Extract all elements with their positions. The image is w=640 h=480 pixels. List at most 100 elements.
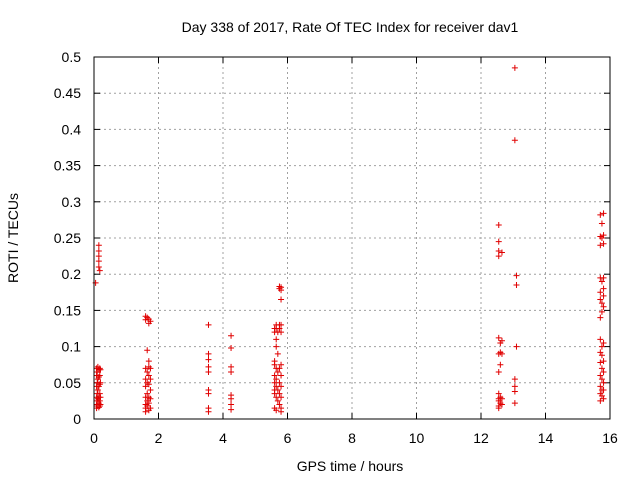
grid-lines: [94, 57, 610, 419]
data-point-marker: [97, 366, 104, 373]
data-point-marker: [271, 361, 278, 368]
data-point-marker: [205, 356, 212, 363]
y-tick-label: 0: [73, 411, 81, 427]
data-point-marker: [498, 337, 505, 344]
data-point-marker: [96, 267, 103, 274]
data-point-marker: [495, 368, 502, 375]
data-point-marker: [147, 318, 154, 325]
x-tick-label: 2: [155, 430, 163, 446]
y-tick-label: 0.3: [62, 194, 82, 210]
data-point-marker: [205, 363, 212, 370]
y-tick-label: 0.2: [62, 266, 82, 282]
data-point-marker: [598, 220, 605, 227]
data-point-marker: [205, 368, 212, 375]
data-point-marker: [600, 303, 607, 310]
data-point-marker: [513, 343, 520, 350]
data-point-marker: [597, 289, 604, 296]
data-point-marker: [205, 321, 212, 328]
data-point-marker: [145, 372, 152, 379]
data-point-marker: [600, 379, 607, 386]
y-tick-label: 0.15: [54, 302, 81, 318]
data-point-marker: [205, 390, 212, 397]
y-tick-label: 0.5: [62, 49, 82, 65]
data-point-marker: [271, 372, 278, 379]
data-point-marker: [278, 394, 285, 401]
data-point-marker: [498, 249, 505, 256]
data-point-marker: [598, 343, 605, 350]
data-point-marker: [598, 365, 605, 372]
y-tick-label: 0.25: [54, 230, 81, 246]
data-point-marker: [96, 390, 103, 397]
data-point-marker: [276, 390, 283, 397]
data-point-marker: [228, 332, 235, 339]
data-point-marker: [498, 395, 505, 402]
data-point-marker: [511, 400, 518, 407]
x-tick-label: 10: [409, 430, 425, 446]
data-point-marker: [278, 383, 285, 390]
data-point-marker: [511, 383, 518, 390]
data-point-marker: [600, 358, 607, 365]
data-point-marker: [495, 221, 502, 228]
y-tick-labels: 0 0.05 0.1 0.15 0.2 0.25 0.3 0.35 0.4 0.45 0.5: [54, 49, 81, 427]
data-point-marker: [147, 405, 154, 412]
data-point-marker: [495, 334, 502, 341]
data-point-marker: [597, 336, 604, 343]
data-point-marker: [278, 296, 285, 303]
data-point-marker: [597, 372, 604, 379]
data-point-marker: [228, 368, 235, 375]
data-point-marker: [96, 381, 103, 388]
data-point-marker: [495, 405, 502, 412]
data-point-marker: [597, 296, 604, 303]
data-point-marker: [97, 401, 104, 408]
y-tick-label: 0.45: [54, 85, 81, 101]
data-point-marker: [511, 388, 518, 395]
data-point-marker: [600, 368, 607, 375]
data-point-marker: [600, 395, 607, 402]
y-tick-label: 0.35: [54, 158, 81, 174]
x-axis-label: GPS time / hours: [297, 458, 404, 474]
y-tick-label: 0.1: [62, 339, 82, 355]
data-point-marker: [497, 361, 504, 368]
data-point-marker: [600, 285, 607, 292]
data-point-marker: [600, 240, 607, 247]
data-point-marker: [95, 242, 102, 249]
data-point-marker: [145, 358, 152, 365]
data-point-marker: [600, 232, 607, 239]
data-point-marker: [96, 372, 103, 379]
data-point-marker: [498, 350, 505, 357]
data-point-marker: [228, 401, 235, 408]
y-axis-label: ROTI / TECUs: [5, 193, 21, 283]
data-point-marker: [228, 363, 235, 370]
data-point-marker: [495, 248, 502, 255]
data-point-marker: [511, 137, 518, 144]
x-tick-label: 4: [219, 430, 227, 446]
data-point-marker: [228, 395, 235, 402]
x-tick-label: 16: [602, 430, 618, 446]
data-point-marker: [597, 359, 604, 366]
data-point-marker: [205, 350, 212, 357]
data-point-marker: [598, 352, 605, 359]
data-point-marker: [511, 64, 518, 71]
data-point-marker: [597, 397, 604, 404]
data-point-marker: [600, 339, 607, 346]
data-point-marker: [144, 390, 151, 397]
data-point-marker: [97, 379, 104, 386]
data-point-marker: [147, 376, 154, 383]
data-point-marker: [96, 402, 103, 409]
data-point-marker: [495, 390, 502, 397]
data-point-marker: [228, 345, 235, 352]
data-point-marker: [598, 308, 605, 315]
data-point-marker: [278, 408, 285, 415]
x-tick-label: 14: [538, 430, 554, 446]
data-point-marker: [95, 248, 102, 255]
data-point-marker: [97, 394, 104, 401]
data-point-marker: [273, 376, 280, 383]
data-point-marker: [278, 321, 285, 328]
data-point-marker: [495, 253, 502, 260]
data-point-marker: [597, 211, 604, 218]
data-point-marker: [273, 407, 280, 414]
data-point-marker: [147, 395, 154, 402]
data-point-marker: [95, 258, 102, 265]
